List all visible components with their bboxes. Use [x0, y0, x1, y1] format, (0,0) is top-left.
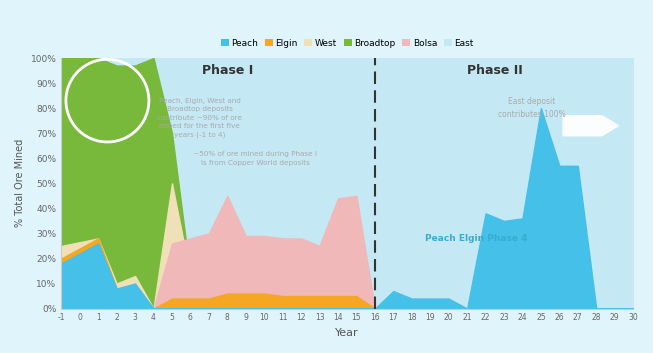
Text: Phase II: Phase II: [467, 64, 522, 77]
Text: Phase I: Phase I: [202, 64, 253, 77]
Text: Peach, Elgin, West and
Broadtop deposits
contribute ~90% of ore
mined for the fi: Peach, Elgin, West and Broadtop deposits…: [157, 98, 242, 138]
Text: Peach Elgin Phase 4: Peach Elgin Phase 4: [425, 234, 528, 243]
X-axis label: Year: Year: [336, 328, 359, 338]
FancyArrow shape: [563, 116, 618, 136]
Legend: Peach, Elgin, West, Broadtop, Bolsa, East: Peach, Elgin, West, Broadtop, Bolsa, Eas…: [217, 35, 477, 51]
Y-axis label: % Total Ore Mined: % Total Ore Mined: [15, 139, 25, 227]
Text: East deposit
contributes 100%: East deposit contributes 100%: [498, 97, 565, 119]
Text: ~50% of ore mined during Phase I
is from Copper World deposits: ~50% of ore mined during Phase I is from…: [193, 151, 317, 166]
